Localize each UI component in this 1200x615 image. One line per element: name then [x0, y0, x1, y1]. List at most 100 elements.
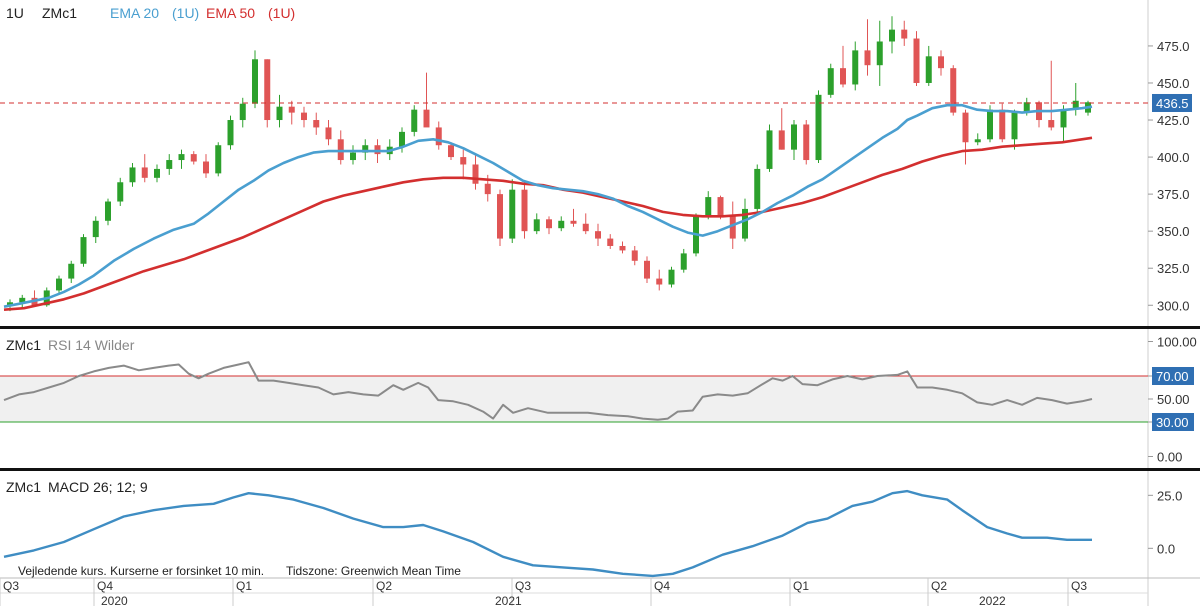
candle-body[interactable] — [852, 50, 859, 85]
macd-title: MACD 26; 12; 9 — [48, 479, 148, 495]
candle-body[interactable] — [190, 154, 197, 162]
candle-body[interactable] — [497, 194, 503, 239]
candle-body[interactable] — [913, 38, 920, 83]
price-y-tick-label: 375.0 — [1157, 187, 1190, 202]
candle-body[interactable] — [1060, 109, 1067, 128]
quarter-label: Q4 — [97, 579, 113, 593]
candle-body[interactable] — [239, 103, 246, 121]
macd-y-tick-label: 25.0 — [1157, 488, 1182, 503]
candle-body[interactable] — [203, 161, 209, 174]
candle-body[interactable] — [166, 160, 173, 169]
candle-body[interactable] — [619, 245, 626, 251]
candle-body[interactable] — [92, 220, 99, 238]
candle-body[interactable] — [925, 56, 932, 83]
quarter-label: Q3 — [1071, 579, 1087, 593]
candle-body[interactable] — [227, 120, 234, 146]
candle-body[interactable] — [668, 269, 675, 285]
candle-body[interactable] — [313, 120, 320, 128]
candle-body[interactable] — [117, 182, 124, 202]
quarter-label: Q3 — [515, 579, 531, 593]
panel-separator — [0, 468, 1200, 471]
candle-body[interactable] — [546, 219, 552, 229]
candle-body[interactable] — [484, 183, 491, 195]
candle-body[interactable] — [558, 220, 565, 229]
macd-line[interactable] — [3, 489, 1092, 578]
candle-body[interactable] — [778, 130, 785, 150]
candle-body[interactable] — [509, 189, 516, 239]
candle-body[interactable] — [754, 168, 761, 209]
candle-body[interactable] — [680, 253, 687, 270]
candle-body[interactable] — [411, 109, 418, 132]
candle-body[interactable] — [154, 168, 160, 178]
candle-body[interactable] — [435, 127, 442, 146]
candle-body[interactable] — [460, 157, 467, 165]
rsi-line[interactable] — [3, 361, 1093, 421]
candle-body[interactable] — [705, 197, 712, 217]
candle-body[interactable] — [962, 112, 969, 143]
candle-body[interactable] — [141, 167, 148, 178]
candle-body[interactable] — [178, 154, 185, 161]
candle-body[interactable] — [215, 145, 222, 174]
candle-body[interactable] — [129, 167, 136, 183]
candle-body[interactable] — [876, 41, 883, 66]
candle-body[interactable] — [644, 260, 650, 279]
candle-body[interactable] — [105, 201, 111, 221]
candle-body[interactable] — [68, 263, 75, 279]
candle-body[interactable] — [729, 216, 736, 239]
candle-body[interactable] — [864, 50, 871, 66]
candle-body[interactable] — [840, 68, 846, 85]
candle-body[interactable] — [288, 106, 295, 113]
candle-body[interactable] — [423, 109, 430, 128]
candle-body[interactable] — [938, 56, 944, 69]
candle-body[interactable] — [889, 29, 895, 42]
candle-body[interactable] — [803, 124, 810, 161]
candle-body[interactable] — [1011, 112, 1018, 140]
candle-body[interactable] — [950, 68, 957, 113]
rsi-y-tick-label: 70.00 — [1156, 369, 1189, 384]
candle-body[interactable] — [582, 223, 589, 232]
candle-body[interactable] — [80, 237, 87, 264]
candle-body[interactable] — [301, 112, 307, 121]
candle-body[interactable] — [252, 59, 258, 104]
candle-body[interactable] — [1072, 100, 1079, 110]
candle-body[interactable] — [472, 164, 479, 184]
candle-body[interactable] — [742, 208, 748, 239]
candle-body[interactable] — [264, 59, 271, 121]
price-y-tick-label: 450.0 — [1157, 76, 1190, 91]
candle-body[interactable] — [791, 124, 797, 150]
candle-body[interactable] — [19, 297, 26, 303]
candle-body[interactable] — [595, 231, 601, 239]
candle-body[interactable] — [374, 145, 381, 155]
candle-body[interactable] — [533, 219, 540, 232]
candle-body[interactable] — [7, 302, 13, 306]
candle-body[interactable] — [987, 109, 993, 140]
price-y-tick-label: 400.0 — [1157, 150, 1190, 165]
candle-body[interactable] — [448, 145, 454, 158]
price-y-tick-label: 350.0 — [1157, 224, 1190, 239]
candle-body[interactable] — [276, 106, 283, 121]
ema20-line[interactable] — [3, 103, 1093, 308]
candle-body[interactable] — [815, 94, 822, 161]
candle-body[interactable] — [607, 238, 614, 246]
legend-item: 1U — [6, 5, 24, 21]
candle-body[interactable] — [56, 278, 62, 291]
candle-body[interactable] — [901, 29, 908, 39]
candle-body[interactable] — [974, 139, 981, 143]
candle-body[interactable] — [350, 152, 356, 161]
candle-body[interactable] — [399, 131, 405, 147]
candle-body[interactable] — [717, 197, 724, 217]
candle-body[interactable] — [362, 145, 369, 153]
candle-body[interactable] — [656, 278, 663, 285]
candle-body[interactable] — [1023, 102, 1030, 113]
candle-body[interactable] — [766, 130, 773, 169]
candle-body[interactable] — [1048, 120, 1055, 128]
candle-body[interactable] — [521, 189, 528, 232]
candle-body[interactable] — [570, 220, 577, 224]
candle-body[interactable] — [827, 68, 834, 95]
candle-body[interactable] — [325, 127, 332, 140]
rsi-y-tick-label: 100.00 — [1157, 335, 1197, 350]
candle-body[interactable] — [999, 109, 1006, 140]
candle-body[interactable] — [631, 250, 638, 261]
candle-body[interactable] — [337, 139, 344, 161]
